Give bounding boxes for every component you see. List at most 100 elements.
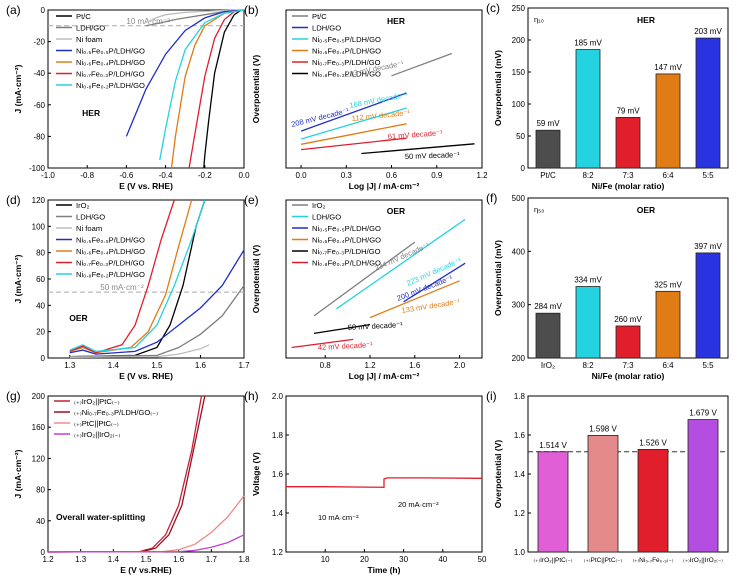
panel-3: (d) 50 mA·cm⁻² 0 20 40 60 80 100 120 1.3 1.4 1.5 1.6… [6, 193, 250, 381]
y-axis-label: Overpotential (V) [251, 55, 261, 124]
x-axis-label: Log |J| / mA·cm⁻² [349, 371, 420, 381]
x-tick-label: 30 [399, 555, 408, 564]
x-tick-label: -0.6 [120, 171, 134, 180]
category-label: 6:4 [662, 361, 674, 370]
y-tick-label: 20 [36, 328, 45, 337]
legend-label: Ni₀.₇Fe₀.₃P/LDH/GO [76, 259, 145, 268]
panel-1: (b) 0.0 0.3 0.6 0.9 1.2 Log |J| / mA·cm⁻² Overp… [244, 3, 488, 191]
x-tick-label: -0.4 [159, 171, 173, 180]
series-line [300, 107, 407, 140]
series-line [69, 199, 193, 354]
panel-label: (c) [486, 1, 500, 15]
bar-value-label: 203 mV [694, 27, 722, 36]
y-tick-label: 2.0 [272, 392, 284, 401]
bar-value-label: 147 mV [654, 63, 682, 72]
category-label: 7:3 [622, 361, 634, 370]
bar [695, 37, 721, 169]
series-line [47, 534, 245, 553]
annotation: 10 mA·cm⁻² [318, 513, 359, 522]
x-tick-label: 1.7 [238, 361, 250, 370]
bar-value-label: 284 mV [534, 302, 562, 311]
annotation: 50 mV decade⁻¹ [348, 320, 404, 332]
y-tick-label: 40 [36, 517, 45, 526]
y-tick-label: 80 [36, 486, 45, 495]
y-tick-label: -40 [33, 69, 45, 78]
chart-title: Overall water-splitting [56, 512, 145, 522]
series-line [69, 285, 245, 358]
series-line [313, 241, 416, 317]
y-tick-label: 1.6 [514, 431, 526, 440]
y-tick-label: 300 [512, 301, 526, 310]
legend-label: ₍₊₎Ni₀.₇Fe₀.₃P/LDH/GO₍₋₎ [74, 408, 158, 417]
bar [575, 49, 601, 169]
y-tick-label: 80 [36, 249, 45, 258]
y-axis-label: Voltage (V) [251, 452, 261, 496]
plot-frame [47, 395, 245, 553]
y-tick-label: 0 [41, 548, 46, 557]
legend-label: Ni₀.₅Fe₀.₅P/LDH/GO [312, 35, 381, 44]
bar-value-label: 59 mV [536, 119, 560, 128]
bar [587, 434, 619, 553]
y-tick-label: 1.2 [272, 548, 284, 557]
y-tick-label: 200 [512, 354, 526, 363]
series-line [69, 344, 210, 358]
y-tick-label: 1.0 [514, 548, 526, 557]
y-tick-label: 1.8 [272, 431, 284, 440]
category-label: 7:3 [622, 171, 634, 180]
legend-label: Ni₀.₆Fe₀.₄P/LDH/GO [312, 236, 381, 245]
series-line [336, 218, 466, 310]
y-tick-label: 0 [41, 6, 46, 15]
bar-value-label: 1.514 V [539, 441, 567, 450]
x-tick-label: 1.2 [364, 361, 376, 370]
y-axis-label: Overpotential (V) [251, 245, 261, 314]
category-label: 6:4 [662, 171, 674, 180]
x-tick-label: 0.0 [238, 171, 250, 180]
y-tick-label: 120 [32, 196, 46, 205]
y-tick-label: -20 [33, 38, 45, 47]
y-tick-label: 200 [512, 36, 526, 45]
panel-label: (d) [6, 193, 21, 207]
series-line [300, 123, 407, 145]
bar-value-label: 260 mV [614, 315, 642, 324]
x-tick-label: -0.8 [80, 171, 94, 180]
x-axis-label: Time (h) [368, 565, 401, 575]
y-tick-label: 100 [512, 100, 526, 109]
x-tick-label: 1.2 [476, 171, 488, 180]
panel-label: (b) [244, 3, 259, 17]
annotation: 50 mV decade⁻¹ [405, 150, 461, 161]
category-label: IrO₂ [541, 361, 555, 370]
category-label: ₍₊₎IrO₂||IrO₂₍₋₎ [683, 557, 723, 564]
y-axis-label: Overpotential (mV) [493, 50, 503, 126]
panel-label: (g) [6, 389, 21, 403]
y-tick-label: 50 [516, 132, 525, 141]
x-tick-label: 0.8 [320, 361, 332, 370]
series-line [69, 199, 175, 354]
panel-0: (a)10 mA·cm⁻²-100-80-60-40-200-1.0 -0.8 -0… [6, 3, 250, 191]
corner-label: η₅₀ [534, 205, 544, 214]
series-line [403, 262, 466, 303]
series-line [145, 9, 245, 24]
bar-value-label: 1.598 V [589, 424, 617, 433]
x-tick-label: 10 [321, 555, 330, 564]
plot-frame [47, 199, 245, 359]
x-tick-label: 20 [360, 555, 369, 564]
bar [575, 286, 601, 359]
y-tick-label: 200 [32, 392, 46, 401]
x-tick-label: 0.6 [386, 171, 398, 180]
bar [637, 449, 669, 553]
x-tick-label: 1.4 [108, 361, 120, 370]
y-tick-label: 250 [512, 4, 526, 13]
chart-title: OER [69, 313, 87, 323]
y-tick-label: 160 [32, 423, 46, 432]
bar [695, 252, 721, 359]
legend-label: Ni foam [76, 35, 102, 44]
plot-frame [285, 199, 483, 359]
plot-frame [285, 395, 483, 553]
y-tick-label: 100 [32, 222, 46, 231]
legend-label: LDH/GO [312, 213, 341, 222]
y-axis-label: J (mA·cm⁻²) [13, 449, 23, 498]
legend-label: Ni₀.₆Fe₀.₄P/LDH/GO [312, 47, 381, 56]
legend-label: Ni₀.₈Fe₀.₂P/LDH/GO [312, 259, 381, 268]
y-tick-label: 60 [36, 275, 45, 284]
